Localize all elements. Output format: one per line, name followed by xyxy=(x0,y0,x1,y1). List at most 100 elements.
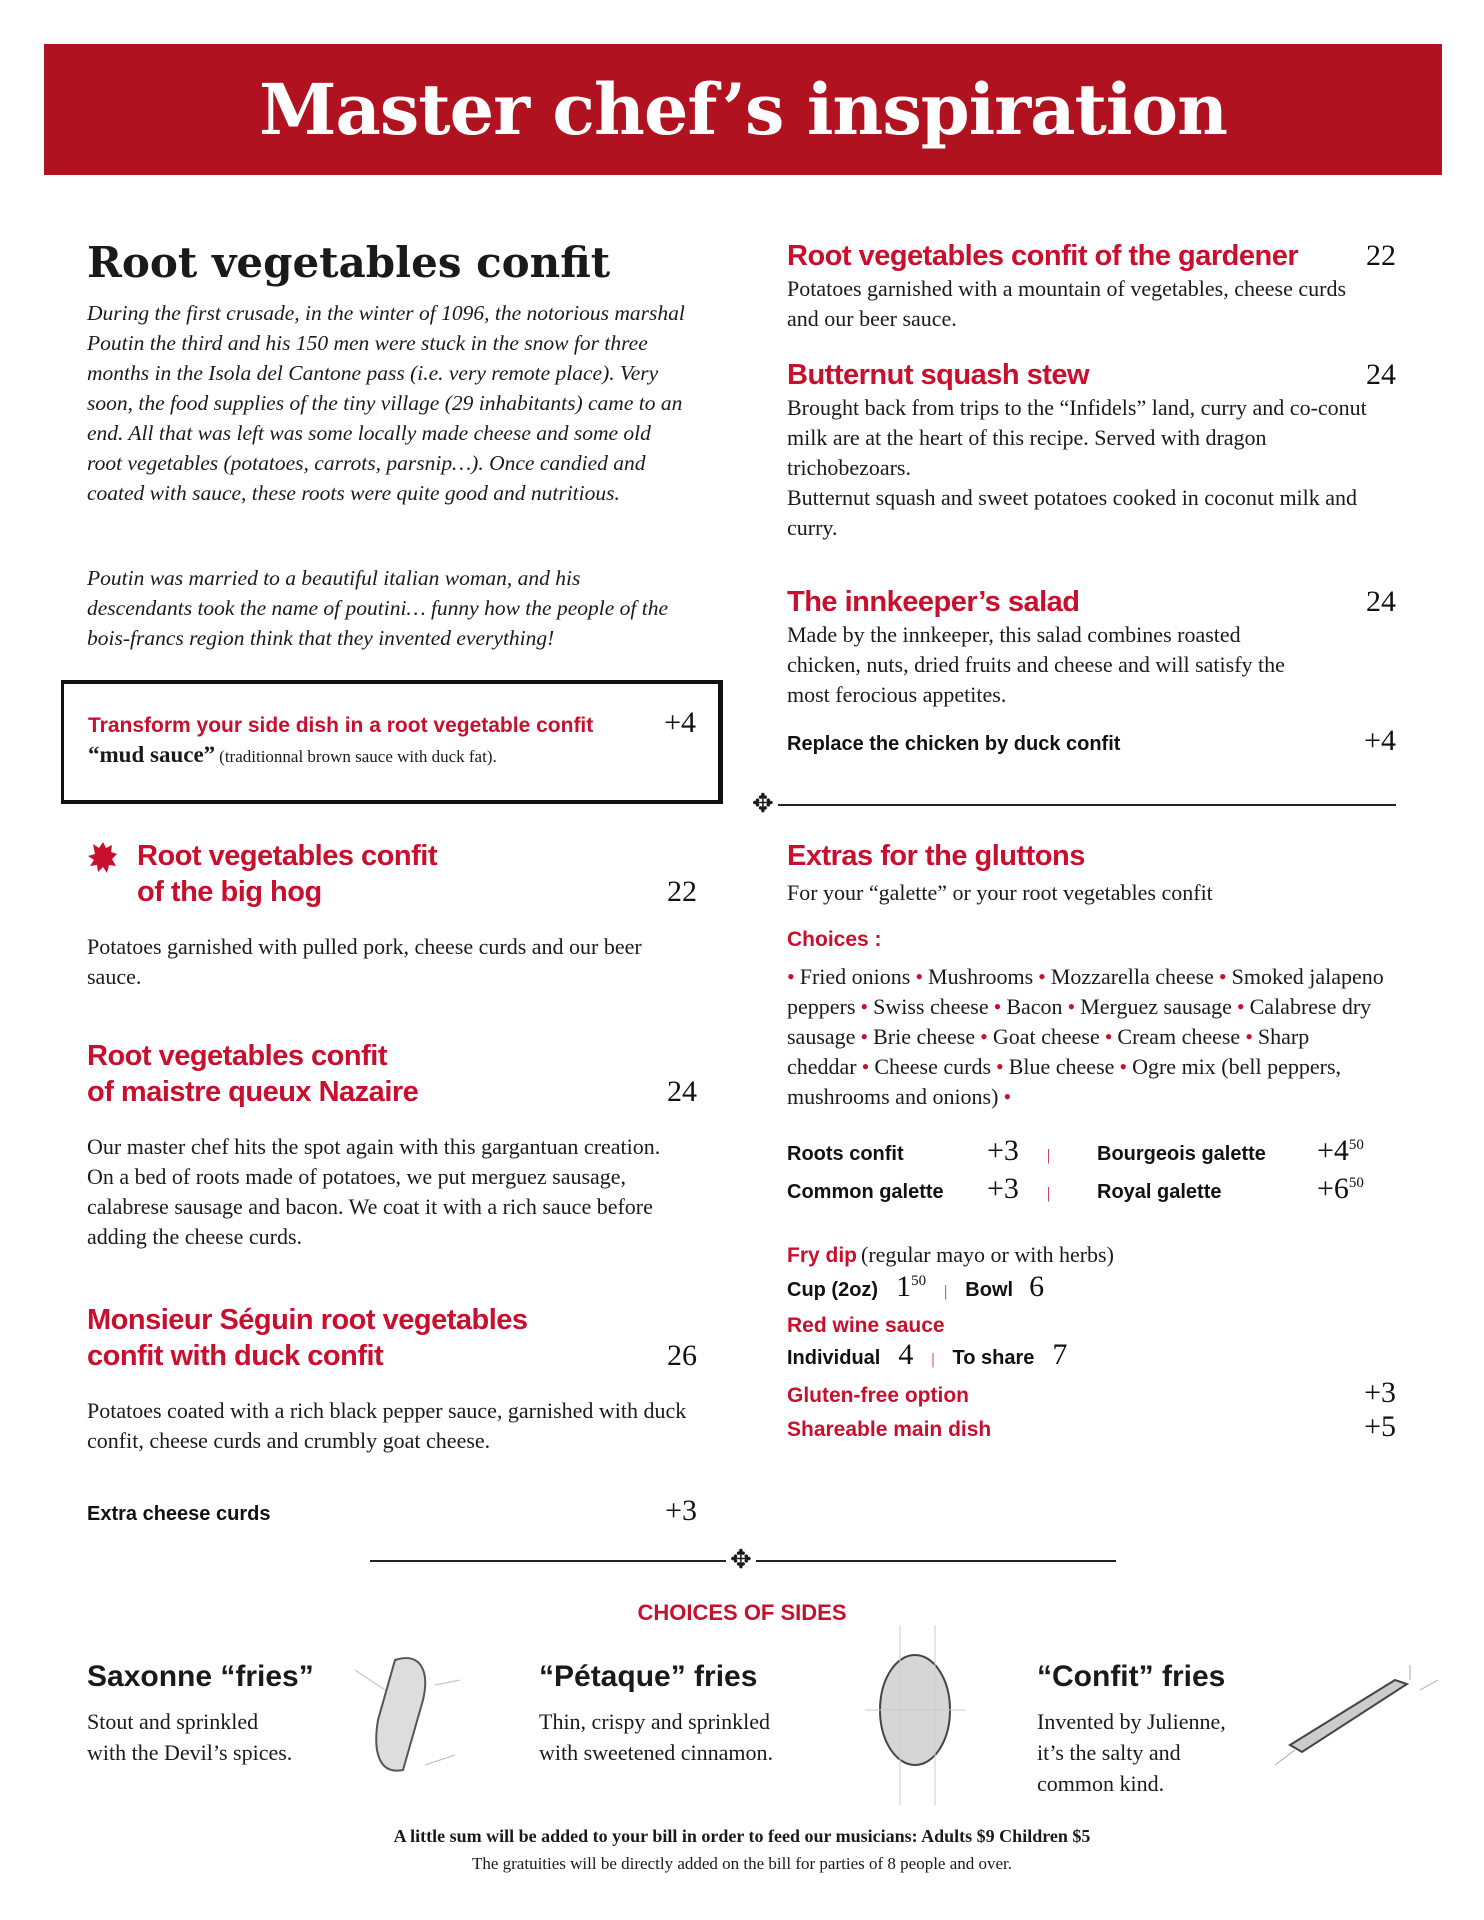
extras-section: Extras for the gluttons For your “galett… xyxy=(787,838,1396,1444)
dish-gardener: Root vegetables confit of the gardener 22… xyxy=(787,238,1396,334)
fry-dip-prices: Cup (2oz) 150 | Bowl 6 xyxy=(787,1270,1045,1303)
choices-list: • Fried onions • Mushrooms • Mozzarella chees… xyxy=(787,962,1396,1112)
choice-item: Sharp cheddar xyxy=(787,1024,1310,1079)
price-value: +650 xyxy=(1317,1172,1364,1205)
separator: | xyxy=(1047,1147,1051,1164)
dish-title: Root vegetables confit xyxy=(87,1040,388,1072)
extras-title: Extras for the gluttons xyxy=(787,840,1085,872)
bullet: • xyxy=(1104,1024,1113,1049)
price-label: Common galette xyxy=(787,1181,944,1203)
bullet: • xyxy=(1003,1084,1012,1109)
dish-title: of the big hog xyxy=(137,876,322,908)
bullet: • xyxy=(787,964,795,989)
bullet: • xyxy=(1038,964,1046,989)
shareable-main-dish: Shareable main dish +5 xyxy=(787,1410,1396,1443)
bullet: • xyxy=(1067,994,1076,1019)
dish-price: 22 xyxy=(1366,239,1396,272)
dish-price: 26 xyxy=(667,1339,697,1372)
bullet: • xyxy=(1119,1054,1128,1079)
page-title: Master chef’s inspiration xyxy=(258,68,1228,151)
choice-item: Smoked jalapeno peppers xyxy=(787,964,1384,1019)
bullet: • xyxy=(915,964,924,989)
choice-item: Calabrese dry sausage xyxy=(787,994,1372,1049)
price-value: +450 xyxy=(1317,1134,1364,1167)
dish-title: of maistre queux Nazaire xyxy=(87,1076,419,1108)
side-confit: “Confit” fries Invented by Julienne, it’s … xyxy=(1037,1660,1226,1796)
separator: | xyxy=(1047,1185,1051,1202)
extra-label: Replace the chicken by duck confit xyxy=(787,733,1121,755)
dish-price: 24 xyxy=(1366,358,1396,391)
dish-description: Potatoes garnished with pulled pork, che… xyxy=(87,934,642,989)
choice-item: Ogre mix (bell peppers, mushrooms and on… xyxy=(787,1054,1342,1109)
header-banner: Master chef’s inspiration xyxy=(44,44,1442,175)
price-value: +3 xyxy=(987,1134,1019,1167)
bullet: • xyxy=(993,994,1002,1019)
choice-item: Cream cheese xyxy=(1117,1024,1241,1049)
divider xyxy=(750,804,1396,806)
mud-sauce-desc: (traditionnal brown sauce with duck fat)… xyxy=(219,747,497,766)
choice-item: Bacon xyxy=(1006,994,1063,1019)
dish-description: Potatoes garnished with a mountain of ve… xyxy=(787,276,1347,331)
sides-title: CHOICES OF SIDES xyxy=(637,1600,847,1625)
choice-item: Cheese curds xyxy=(874,1054,992,1079)
dish-price: 24 xyxy=(667,1075,697,1108)
price-value: +3 xyxy=(987,1172,1019,1205)
fry-dip: Fry dip (regular mayo or with herbs) xyxy=(787,1242,1114,1267)
extra-label: Extra cheese curds xyxy=(87,1503,271,1525)
dish-description: Potatoes coated with a rich black pepper… xyxy=(87,1398,687,1453)
fleur-ornament-icon: ✥ xyxy=(726,1547,756,1573)
transform-box: Transform your side dish in a root veget… xyxy=(61,680,723,804)
dish-description: Made by the innkeeper, this salad combin… xyxy=(787,622,1285,707)
transform-price: +4 xyxy=(664,706,696,739)
choice-item: Mozzarella cheese xyxy=(1050,964,1214,989)
dish-big-hog: Root vegetables confit of the big hog 22 … xyxy=(87,838,697,992)
price-label: Royal galette xyxy=(1097,1181,1222,1203)
red-wine-prices: Individual 4 | To share 7 xyxy=(787,1338,1068,1371)
side-petaque: “Pétaque” fries Thin, crispy and sprinkle… xyxy=(539,1660,773,1765)
transform-title: Transform your side dish in a root veget… xyxy=(88,714,594,737)
dish-title: The innkeeper’s salad xyxy=(787,586,1080,618)
choice-item: Fried onions xyxy=(799,964,911,989)
dish-innkeeper: The innkeeper’s salad 24 Made by the innk… xyxy=(787,584,1396,758)
dish-title: Root vegetables confit of the gardener xyxy=(787,240,1299,272)
extra-price: +3 xyxy=(665,1494,697,1527)
dish-title: Root vegetables confit xyxy=(137,840,438,872)
choice-item: Blue cheese xyxy=(1008,1054,1115,1079)
bullet: • xyxy=(1236,994,1245,1019)
dish-description: Our master chef hits the spot again with… xyxy=(87,1134,661,1249)
extra-price: +4 xyxy=(1364,724,1396,757)
intro-paragraph: Poutin was married to a beautiful italia… xyxy=(87,566,668,650)
dish-description: Butternut squash and sweet potatoes cook… xyxy=(787,485,1358,540)
choice-item: Swiss cheese xyxy=(873,994,989,1019)
dragon-crest-icon xyxy=(88,842,117,873)
gluten-free-option: Gluten-free option +3 xyxy=(787,1376,1396,1409)
bullet: • xyxy=(1218,964,1227,989)
bullet: • xyxy=(996,1054,1004,1079)
choice-item: Brie cheese xyxy=(873,1024,976,1049)
side-saxonne: Saxonne “fries” Stout and sprinkled with t… xyxy=(87,1660,314,1765)
choice-item: Mushrooms xyxy=(928,964,1034,989)
bullet: • xyxy=(1245,1024,1253,1049)
footer-gratuities-note: The gratuities will be directly added on… xyxy=(471,1854,1013,1873)
dish-title: confit with duck confit xyxy=(87,1340,384,1372)
intro-paragraph: During the first crusade, in the winter … xyxy=(87,301,685,505)
fleur-ornament-icon: ✥ xyxy=(748,791,778,817)
bullet: • xyxy=(860,1024,869,1049)
bullet: • xyxy=(861,1054,870,1079)
dish-description: Brought back from trips to the “Infidels… xyxy=(787,395,1367,480)
red-wine-title: Red wine sauce xyxy=(787,1314,945,1337)
mud-sauce: “mud sauce” xyxy=(88,742,216,767)
price-label: Bourgeois galette xyxy=(1097,1143,1266,1165)
choice-item: Goat cheese xyxy=(992,1024,1100,1049)
potato-slice-illustration xyxy=(865,1625,965,1805)
dish-butternut: Butternut squash stew 24 Brought back fro… xyxy=(787,357,1396,543)
potato-wedge-illustration xyxy=(354,1657,461,1772)
dish-title: Butternut squash stew xyxy=(787,359,1090,391)
dish-nazaire: Root vegetables confit of maistre queux … xyxy=(87,1038,697,1252)
dish-price: 24 xyxy=(1366,585,1396,618)
extras-subtitle: For your “galette” or your root vegetabl… xyxy=(787,880,1213,905)
price-label: Roots confit xyxy=(787,1143,904,1165)
dish-seguin: Monsieur Séguin root vegetables confit w… xyxy=(87,1302,697,1528)
footer-musicians-note: A little sum will be added to your bill … xyxy=(393,1826,1091,1846)
choice-item: Merguez sausage xyxy=(1080,994,1232,1019)
